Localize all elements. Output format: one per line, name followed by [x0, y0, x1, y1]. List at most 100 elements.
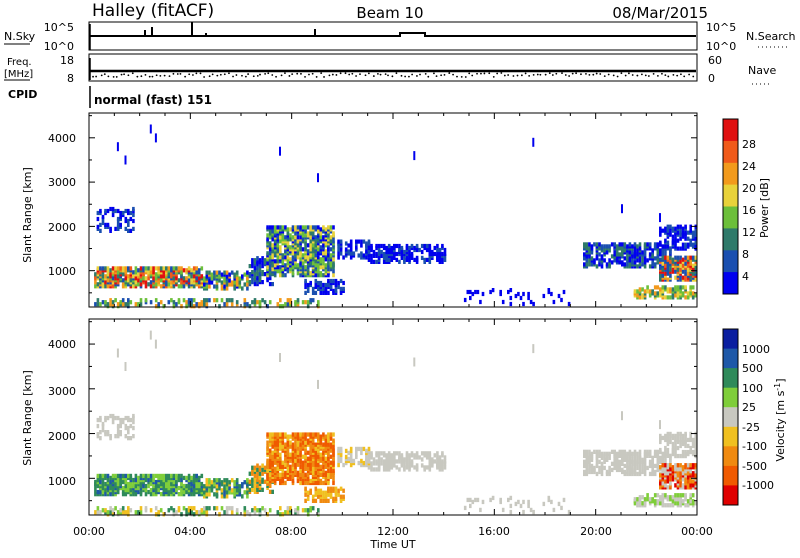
- velocity-cell: [408, 459, 411, 464]
- velocity-cell: [159, 473, 163, 479]
- velocity-cell: [248, 471, 252, 476]
- velocity-cell: [332, 432, 335, 437]
- power-cell: [230, 270, 234, 275]
- velocity-cell: [608, 455, 611, 460]
- velocity-cell: [626, 463, 629, 469]
- velocity-cell: [299, 442, 302, 447]
- velocity-cell: [304, 448, 307, 453]
- power-cell: [319, 265, 323, 270]
- nave-point: [219, 73, 222, 76]
- power-cell: [598, 262, 601, 267]
- power-cell: [132, 284, 135, 289]
- velocity-cell: [165, 473, 168, 479]
- velocity-cell: [106, 510, 110, 515]
- power-cell: [223, 270, 226, 275]
- power-cell: [686, 242, 690, 247]
- power-cell: [626, 244, 629, 249]
- velocity-cell: [339, 494, 343, 499]
- power-cell: [664, 226, 667, 231]
- power-cell: [121, 266, 125, 271]
- power-cell: [671, 269, 675, 274]
- power-cell: [268, 282, 272, 287]
- velocity-cell: [377, 451, 381, 456]
- velocity-cell: [101, 481, 105, 487]
- power-cell: [626, 262, 629, 267]
- velocity-cell: [309, 454, 312, 459]
- velocity-cell: [111, 508, 115, 513]
- velocity-cell: [225, 482, 229, 487]
- power-cell: [286, 298, 290, 303]
- power-cell: [653, 262, 657, 267]
- power-colorbar-swatch: [723, 228, 738, 251]
- power-cell: [159, 284, 163, 289]
- power-colorbar-frame: [722, 118, 739, 295]
- power-cell: [314, 225, 318, 230]
- velocity-cell: [661, 481, 665, 486]
- power-cell: [466, 289, 470, 295]
- velocity-cell: [157, 487, 160, 493]
- velocity-cell: [681, 437, 685, 443]
- power-cell: [99, 302, 102, 307]
- velocity-cell: [268, 454, 272, 459]
- velocity-cell: [372, 467, 376, 472]
- velocity-cell: [344, 448, 348, 454]
- power-cell: [230, 302, 234, 307]
- velocity-cell: [172, 512, 176, 517]
- velocity-cell: [653, 463, 657, 469]
- power-cell: [656, 242, 660, 247]
- power-cell: [147, 270, 150, 275]
- velocity-cell: [638, 453, 642, 458]
- velocity-cell: [507, 497, 510, 503]
- velocity-cell: [116, 415, 120, 421]
- velocity-colorbar-swatch: [723, 348, 738, 369]
- power-cell: [319, 290, 323, 295]
- power-cell: [676, 224, 680, 229]
- velocity-cell: [213, 492, 216, 497]
- power-cell: [124, 208, 128, 214]
- power-cell: [276, 302, 280, 307]
- power-cell: [182, 268, 186, 273]
- power-cell: [595, 242, 599, 247]
- velocity-cell: [671, 477, 675, 482]
- velocity-cell: [127, 481, 130, 487]
- velocity-cell: [251, 469, 254, 474]
- velocity-cell: [676, 437, 680, 443]
- velocity-cell: [279, 512, 282, 517]
- velocity-cell: [116, 487, 120, 493]
- power-cell: [329, 225, 333, 230]
- power-cell: [532, 137, 535, 147]
- velocity-cell: [689, 499, 692, 504]
- velocity-cell: [329, 454, 333, 459]
- power-cell: [301, 253, 305, 258]
- power-cell: [132, 226, 135, 231]
- velocity-cell: [147, 473, 150, 479]
- power-cell: [200, 274, 204, 279]
- velocity-cell: [137, 475, 140, 481]
- power-cell: [304, 247, 307, 252]
- power-cell: [641, 258, 644, 263]
- nave-point: [539, 73, 542, 76]
- velocity-cell: [154, 512, 158, 517]
- power-cell: [509, 288, 513, 293]
- nave-point: [280, 74, 283, 77]
- power-cell: [266, 237, 269, 242]
- power-axis-ticks: [88, 113, 698, 307]
- freq-label: Freq.: [7, 57, 32, 68]
- power-cell: [114, 298, 117, 303]
- velocity-cell: [279, 442, 282, 447]
- power-cell: [119, 266, 122, 271]
- power-cell: [190, 274, 193, 279]
- velocity-cell: [208, 506, 211, 511]
- power-cell: [304, 284, 307, 290]
- power-cell: [441, 251, 444, 257]
- power-cell: [284, 255, 287, 260]
- power-cell: [144, 276, 148, 281]
- velocity-cell: [101, 421, 105, 427]
- power-cell: [342, 280, 345, 286]
- velocity-cell: [220, 506, 224, 511]
- vel-cbar-tick-m500: -500: [742, 460, 767, 473]
- nave-point: [580, 73, 582, 76]
- power-cell: [137, 272, 140, 277]
- power-cell: [172, 266, 176, 271]
- velocity-cell: [273, 432, 277, 437]
